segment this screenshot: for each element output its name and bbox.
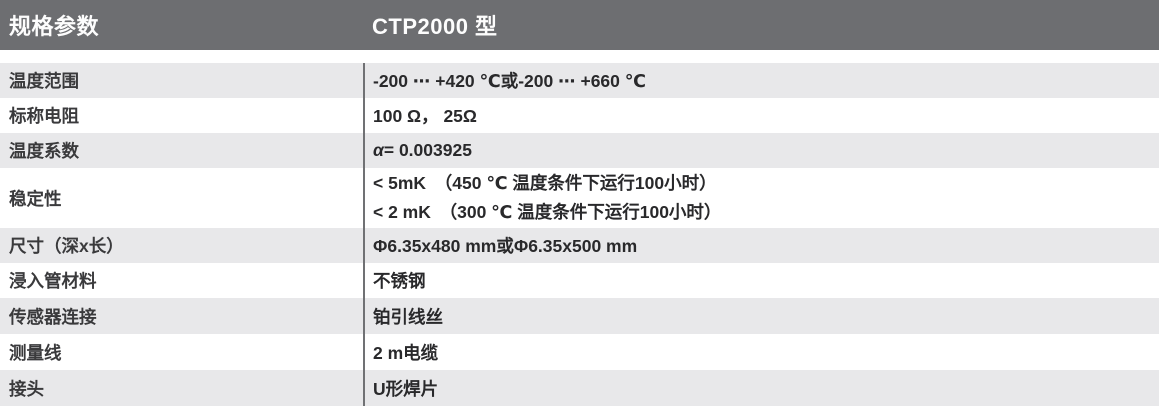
column-divider (363, 98, 365, 133)
table-row: 浸入管材料 不锈钢 (0, 263, 1159, 298)
row-value: 2 m电缆 (373, 342, 439, 363)
column-divider (363, 63, 365, 98)
row-label: 标称电阻 (9, 106, 79, 126)
row-label: 稳定性 (9, 188, 62, 209)
row-label: 温度范围 (9, 71, 79, 91)
column-divider (363, 133, 365, 168)
row-value: 铂引线丝 (373, 306, 443, 327)
table-row: 接头 U形焊片 (0, 370, 1159, 406)
header-gap (0, 50, 1159, 63)
alpha-value: = 0.003925 (383, 140, 472, 160)
column-divider (363, 370, 365, 406)
table-row: 稳定性 < 5mK （450 ℃ 温度条件下运行100小时） < 2 mK （3… (0, 168, 1159, 228)
row-value: 不锈钢 (373, 271, 426, 291)
row-value: < 5mK （450 ℃ 温度条件下运行100小时） < 2 mK （300 ℃… (373, 173, 722, 222)
column-divider (363, 168, 365, 228)
column-divider (363, 298, 365, 334)
row-value: U形焊片 (373, 378, 439, 399)
table-row: 测量线 2 m电缆 (0, 334, 1159, 370)
row-label: 测量线 (9, 342, 62, 363)
row-value: α= 0.003925 (365, 140, 1159, 161)
table-row: 温度系数 α= 0.003925 (0, 133, 1159, 168)
table-row: 标称电阻 100 Ω， 25Ω (0, 98, 1159, 133)
table-row: 温度范围 -200 ⋯ +420 ℃或-200 ⋯ +660 ℃ (0, 63, 1159, 98)
alpha-symbol: α (373, 140, 384, 160)
row-label: 尺寸（深x长） (9, 236, 124, 256)
row-value: Φ6.35x480 mm或Φ6.35x500 mm (373, 236, 638, 256)
table-row: 传感器连接 铂引线丝 (0, 298, 1159, 334)
page-title: 规格参数 (9, 14, 100, 39)
row-label: 传感器连接 (9, 306, 97, 327)
row-label: 接头 (9, 378, 44, 399)
table-header: 规格参数 CTP2000 型 (0, 0, 1159, 50)
table-row: 尺寸（深x长） Φ6.35x480 mm或Φ6.35x500 mm (0, 228, 1159, 263)
row-label: 浸入管材料 (9, 271, 97, 291)
row-value: 100 Ω， 25Ω (373, 106, 477, 126)
column-divider (363, 263, 365, 298)
row-label: 温度系数 (9, 141, 79, 161)
model-title: CTP2000 型 (372, 14, 498, 39)
row-value: -200 ⋯ +420 ℃或-200 ⋯ +660 ℃ (373, 71, 646, 91)
column-divider (363, 228, 365, 263)
column-divider (363, 334, 365, 370)
